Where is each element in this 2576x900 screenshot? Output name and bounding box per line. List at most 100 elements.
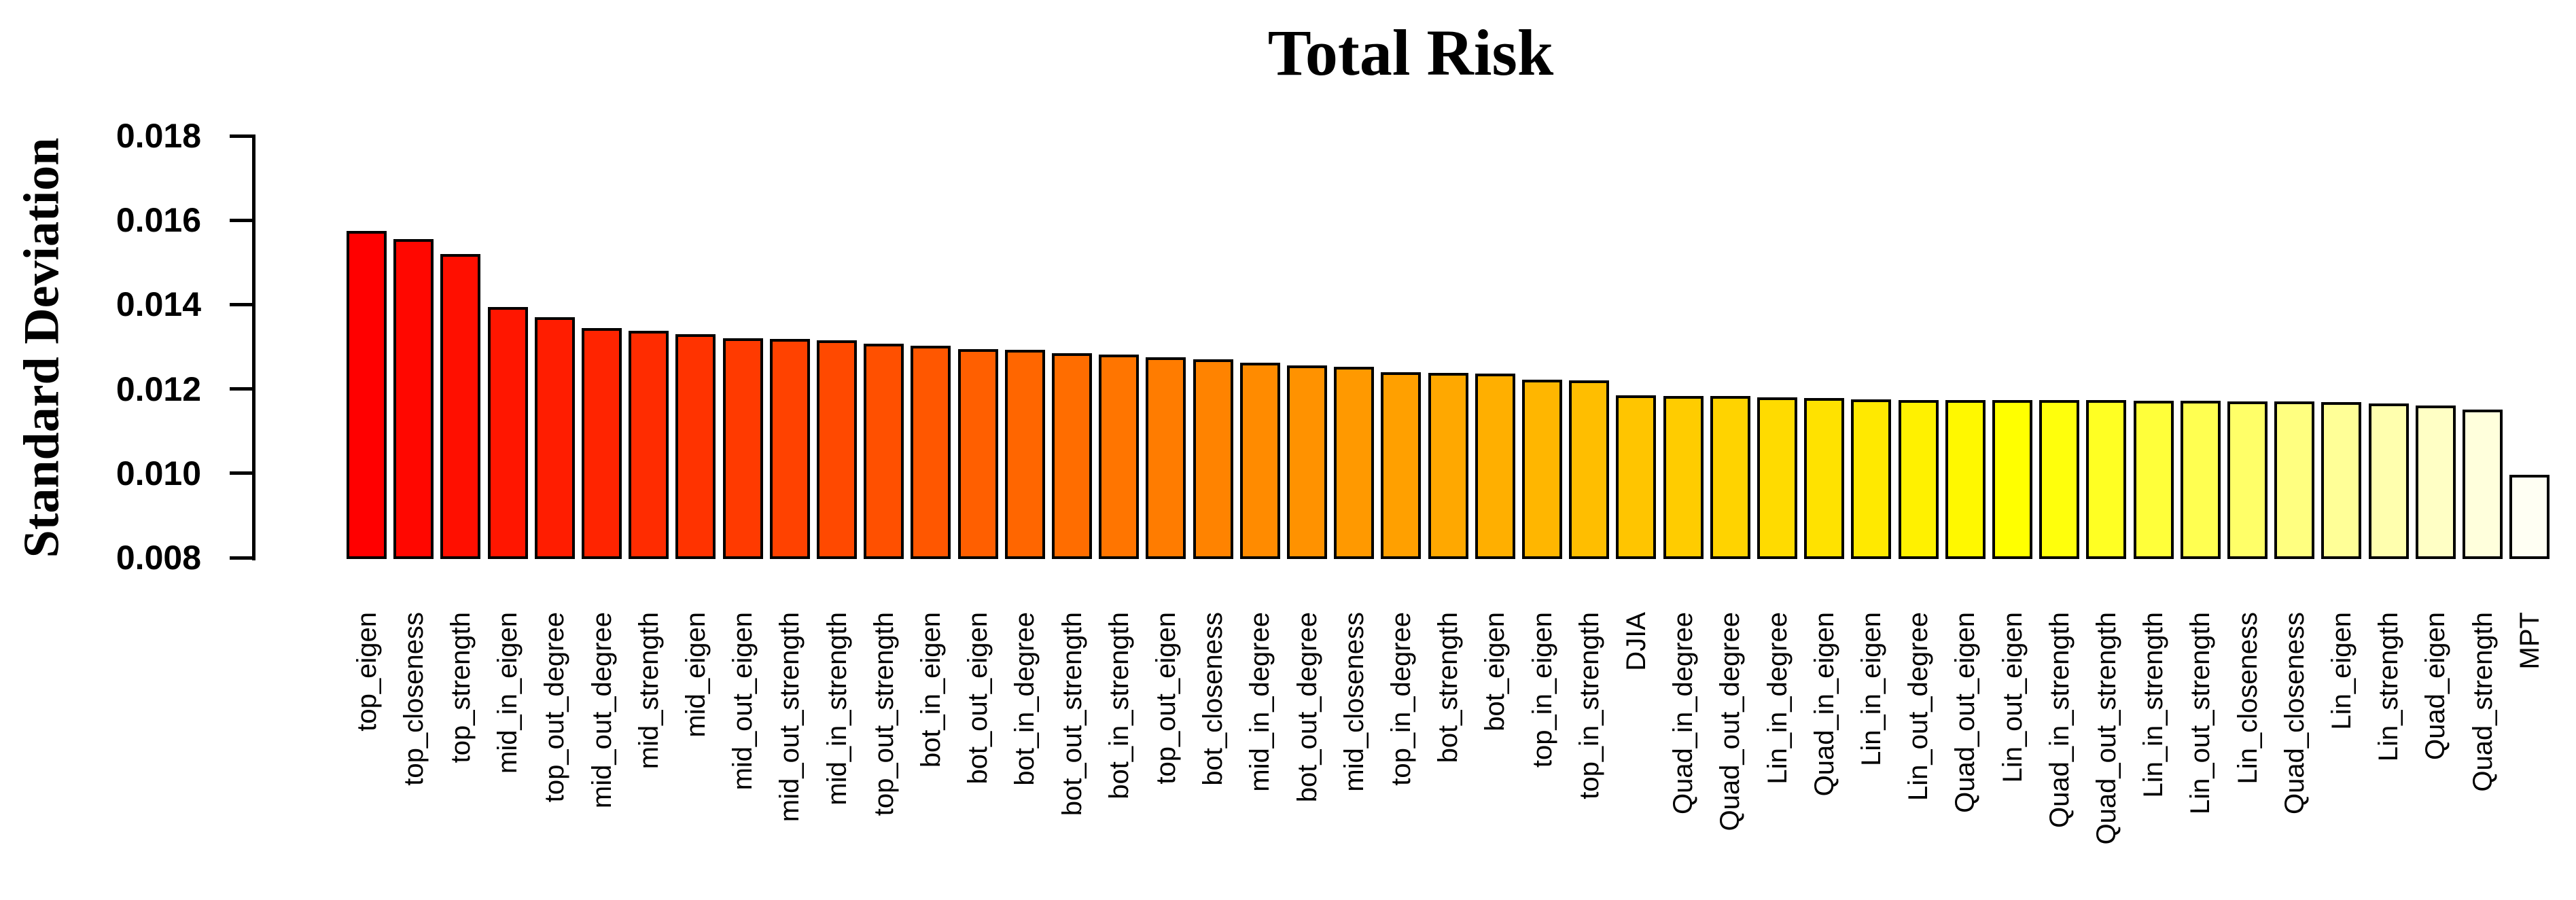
y-tick-label-0.010: 0.010: [116, 454, 201, 492]
x-label-Quad_eigen: Quad_eigen: [2420, 612, 2451, 760]
bar-Lin_out_eigen: [1992, 400, 2032, 559]
bar-bot_out_eigen: [957, 348, 998, 559]
x-label-Quad_strength: Quad_strength: [2467, 612, 2498, 792]
x-label-mid_closeness: mid_closeness: [1339, 612, 1369, 792]
bar-top_out_degree: [534, 317, 575, 559]
x-label-DJIA: DJIA: [1621, 612, 1651, 671]
bar-Lin_closeness: [2227, 401, 2268, 559]
x-label-Quad_out_strength: Quad_out_strength: [2091, 612, 2121, 845]
x-label-Lin_in_eigen: Lin_in_eigen: [1856, 612, 1886, 766]
bar-Lin_eigen: [2321, 402, 2362, 559]
x-label-MPT: MPT: [2514, 612, 2545, 670]
x-label-mid_eigen: mid_eigen: [680, 612, 711, 738]
bar-Lin_strength: [2368, 403, 2409, 559]
bar-top_in_eigen: [1522, 379, 1562, 559]
x-label-bot_closeness: bot_closeness: [1198, 612, 1229, 786]
bar-top_in_degree: [1381, 372, 1422, 559]
x-label-Quad_in_eigen: Quad_in_eigen: [1809, 612, 1839, 797]
x-label-top_out_strength: top_out_strength: [868, 612, 899, 816]
bar-bot_in_eigen: [911, 346, 951, 559]
x-label-mid_in_degree: mid_in_degree: [1245, 612, 1275, 792]
x-label-top_closeness: top_closeness: [398, 612, 429, 786]
bar-mid_in_eigen: [487, 306, 528, 559]
bar-top_out_strength: [864, 343, 904, 559]
bar-top_in_strength: [1569, 380, 1610, 559]
bar-mid_in_strength: [817, 340, 857, 559]
chart-title: Total Risk: [1267, 16, 1554, 89]
bar-Quad_strength: [2463, 410, 2503, 559]
x-label-Quad_closeness: Quad_closeness: [2279, 612, 2310, 814]
x-label-Lin_strength: Lin_strength: [2374, 612, 2404, 762]
x-label-mid_out_degree: mid_out_degree: [586, 612, 617, 809]
x-label-Lin_out_eigen: Lin_out_eigen: [1997, 612, 2028, 783]
x-label-Lin_closeness: Lin_closeness: [2232, 612, 2263, 785]
x-label-mid_out_strength: mid_out_strength: [775, 612, 805, 823]
bar-mid_strength: [629, 330, 669, 559]
bar-Quad_out_eigen: [1945, 400, 1986, 559]
bar-Quad_out_degree: [1710, 396, 1750, 559]
x-label-top_out_degree: top_out_degree: [540, 612, 570, 803]
x-label-top_in_strength: top_in_strength: [1574, 612, 1604, 799]
x-label-bot_in_degree: bot_in_degree: [1010, 612, 1040, 786]
x-label-Lin_out_strength: Lin_out_strength: [2185, 612, 2216, 815]
x-label-Lin_in_strength: Lin_in_strength: [2138, 612, 2169, 798]
x-label-mid_in_eigen: mid_in_eigen: [493, 612, 523, 774]
y-tick-label-0.016: 0.016: [116, 201, 201, 240]
x-label-top_out_eigen: top_out_eigen: [1150, 612, 1181, 785]
bar-top_closeness: [393, 239, 434, 559]
x-label-bot_out_degree: bot_out_degree: [1292, 612, 1322, 803]
x-label-top_strength: top_strength: [445, 612, 476, 763]
y-tick-mark-0.008: [230, 556, 254, 560]
bar-Quad_in_degree: [1663, 395, 1704, 559]
bar-mid_closeness: [1334, 366, 1375, 559]
bar-DJIA: [1616, 395, 1657, 559]
bar-mid_out_strength: [769, 339, 810, 559]
x-label-Quad_out_degree: Quad_out_degree: [1715, 612, 1746, 831]
x-label-mid_in_strength: mid_in_strength: [822, 612, 852, 806]
x-label-bot_in_eigen: bot_in_eigen: [915, 612, 946, 768]
bar-Lin_out_degree: [1898, 400, 1939, 559]
x-label-Quad_out_eigen: Quad_out_eigen: [1950, 612, 1981, 813]
y-axis-line: [252, 134, 255, 560]
bar-bot_closeness: [1193, 359, 1233, 559]
bar-MPT: [2509, 474, 2550, 559]
x-label-top_in_eigen: top_in_eigen: [1527, 612, 1557, 768]
bar-Lin_out_strength: [2180, 400, 2221, 559]
y-tick-label-0.018: 0.018: [116, 117, 201, 155]
bar-bot_in_strength: [1099, 354, 1140, 559]
x-label-Lin_in_degree: Lin_in_degree: [1762, 612, 1793, 785]
x-label-top_in_degree: top_in_degree: [1386, 612, 1416, 786]
y-tick-label-0.008: 0.008: [116, 539, 201, 577]
bar-mid_out_eigen: [722, 338, 763, 559]
bar-mid_eigen: [675, 334, 716, 559]
x-label-Quad_in_strength: Quad_in_strength: [2044, 612, 2075, 829]
x-label-mid_strength: mid_strength: [633, 612, 664, 770]
bar-Quad_closeness: [2274, 401, 2315, 559]
bar-bot_eigen: [1475, 374, 1515, 559]
x-label-top_eigen: top_eigen: [351, 612, 382, 732]
x-label-bot_out_eigen: bot_out_eigen: [963, 612, 993, 785]
x-label-bot_eigen: bot_eigen: [1480, 612, 1511, 732]
x-label-mid_out_eigen: mid_out_eigen: [728, 612, 758, 791]
bar-bot_strength: [1428, 373, 1468, 559]
y-tick-mark-0.010: [230, 471, 254, 475]
bar-bot_out_strength: [1052, 353, 1092, 559]
bar-bot_out_degree: [1287, 365, 1327, 559]
y-axis-label: Standard Deviation: [14, 137, 70, 558]
y-tick-mark-0.014: [230, 302, 254, 306]
bar-top_out_eigen: [1146, 357, 1186, 559]
bar-Quad_eigen: [2415, 406, 2456, 559]
bar-top_eigen: [347, 230, 387, 559]
bar-mid_in_degree: [1239, 363, 1280, 559]
bar-Lin_in_degree: [1757, 397, 1797, 559]
bar-Quad_in_eigen: [1804, 398, 1845, 559]
y-tick-mark-0.018: [230, 134, 254, 138]
bar-Quad_out_strength: [2086, 400, 2127, 559]
x-label-bot_in_strength: bot_in_strength: [1104, 612, 1134, 799]
y-tick-label-0.014: 0.014: [116, 285, 201, 324]
bar-bot_in_degree: [1004, 349, 1045, 559]
bar-Lin_in_strength: [2133, 400, 2174, 559]
x-label-bot_strength: bot_strength: [1433, 612, 1464, 763]
x-label-Lin_out_degree: Lin_out_degree: [1903, 612, 1934, 802]
